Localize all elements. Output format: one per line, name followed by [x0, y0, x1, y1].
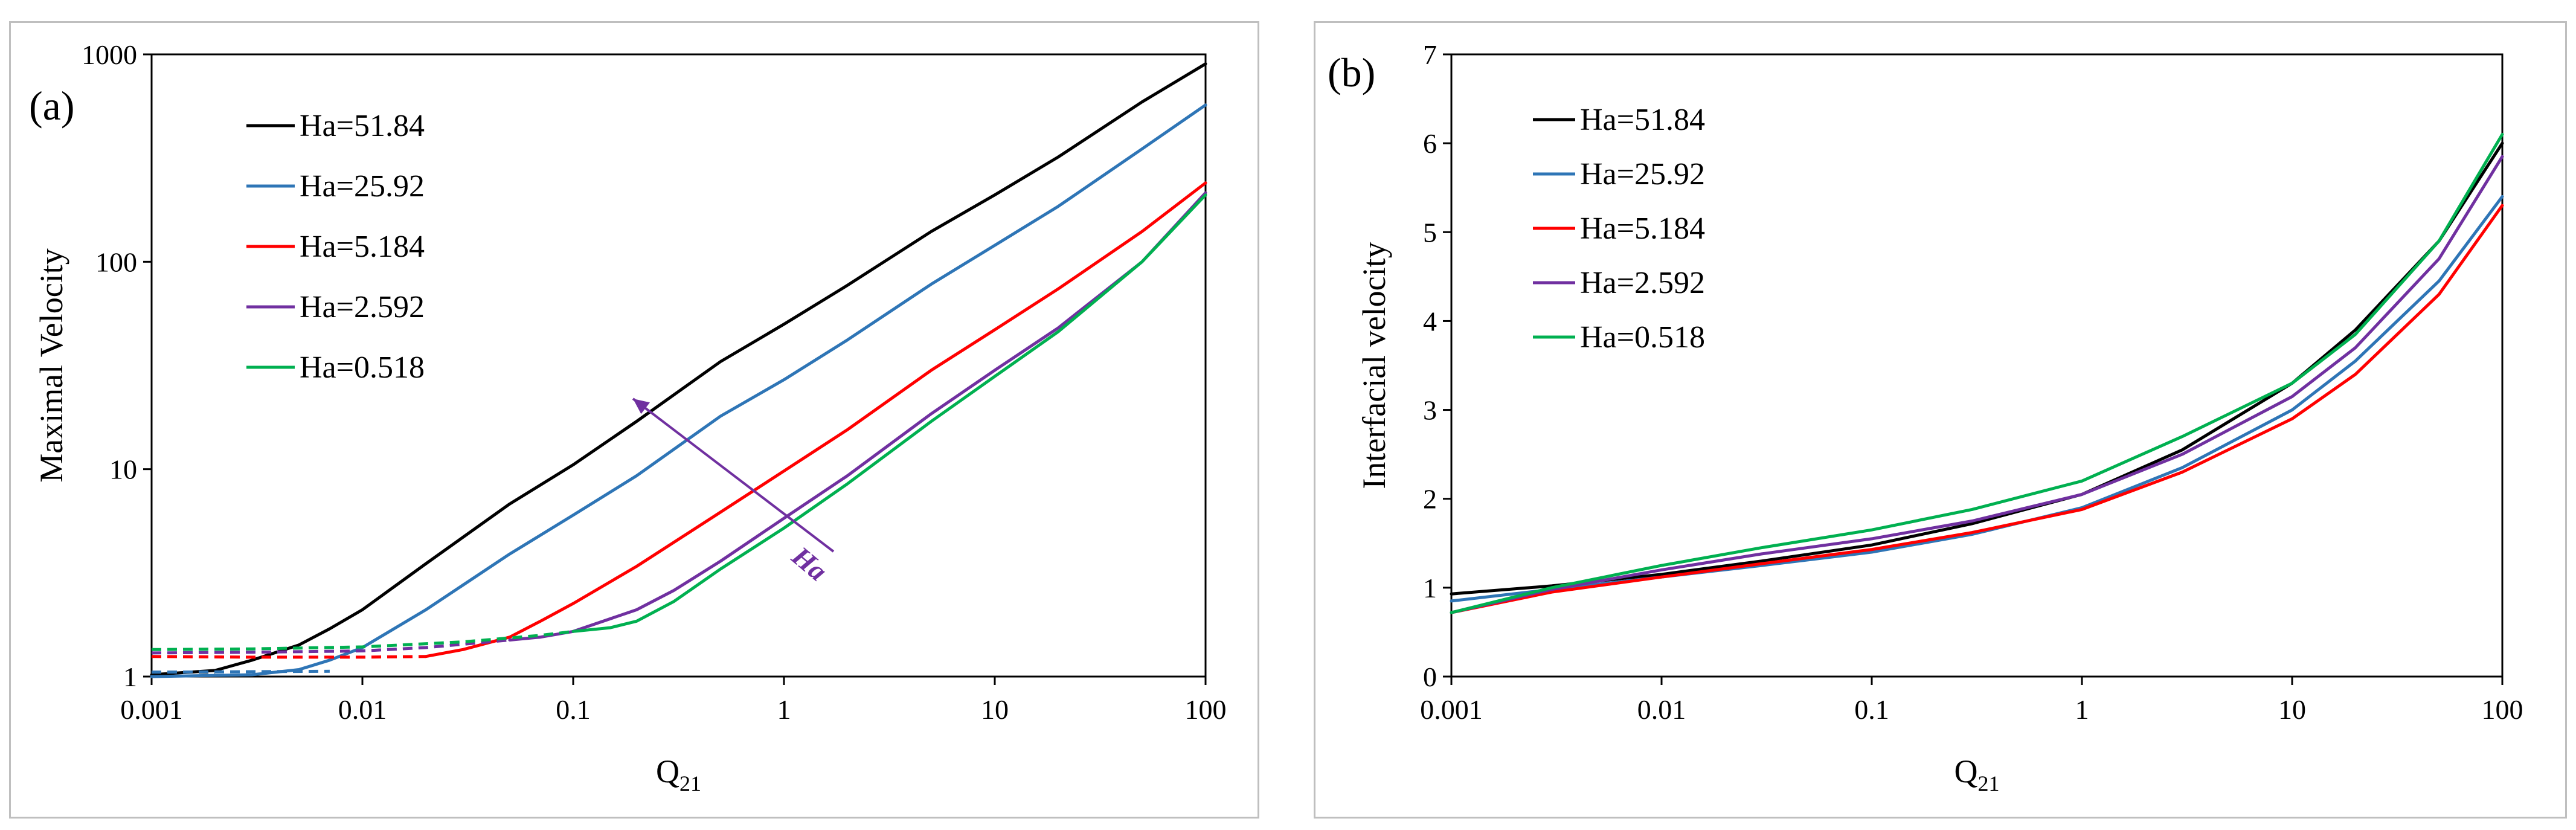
chart-b-x-tick-label: 0.001 — [1420, 694, 1483, 725]
chart-a-x-axis-title-subscript: 21 — [679, 771, 701, 796]
chart-a-series-line-1 — [150, 62, 1207, 677]
chart-a-series-dashed-4 — [151, 639, 510, 655]
chart-a-x-tick-label: 0.1 — [556, 694, 591, 725]
chart-b-y-tick-label: 7 — [1423, 39, 1437, 70]
chart-a-y-axis-title: Maximal Velocity — [33, 248, 69, 482]
chart-b-x-axis-title-main: Q — [1954, 753, 1978, 790]
chart-panel-b: 0.001 0.01 0.1 1 10 100 0 1 2 3 4 5 6 7 Q21 Interfacial… — [1314, 21, 2567, 819]
chart-b-y-tick-label: 2 — [1423, 484, 1437, 515]
chart-b-series-line-4 — [1450, 155, 2504, 614]
chart-a-series-dashed-5 — [151, 629, 574, 651]
chart-a-legend-label-1: Ha=51.84 — [300, 109, 425, 143]
chart-b-legend-label-2: Ha=25.92 — [1580, 157, 1705, 191]
chart-a-x-tick-label: 1 — [777, 694, 791, 725]
chart-b-y-tick-label: 6 — [1423, 128, 1437, 159]
chart-b-legend-label-3: Ha=5.184 — [1580, 211, 1705, 246]
chart-a-x-tick-label: 100 — [1185, 694, 1227, 725]
chart-b-y-tick-label: 5 — [1423, 217, 1437, 248]
chart-a-plot-frame — [150, 53, 1207, 678]
chart-b-plot-frame — [1450, 53, 2504, 678]
chart-a-annotation-arrow-head — [633, 399, 650, 414]
chart-b-panel-label: (b) — [1328, 50, 1375, 95]
chart-a-legend-label-4: Ha=2.592 — [300, 290, 425, 324]
chart-panel-a: 0.001 0.01 0.1 1 10 100 1 10 100 1000 Q21 Maximal V… — [9, 21, 1259, 819]
chart-b-svg: 0.001 0.01 0.1 1 10 100 0 1 2 3 4 5 6 7 Q21 Interfacial… — [1328, 39, 2523, 796]
chart-b-series-line-3 — [1450, 204, 2504, 614]
chart-a-x-axis-title-main: Q — [656, 753, 679, 790]
chart-b-x-tick-label: 10 — [2278, 694, 2306, 725]
chart-b-y-tick-label: 4 — [1423, 306, 1437, 336]
chart-b-y-tick-label: 3 — [1423, 395, 1437, 426]
chart-a-x-tick-label: 0.001 — [120, 694, 183, 725]
chart-a-legend-label-3: Ha=5.184 — [300, 230, 425, 264]
chart-a-y-tick-label: 100 — [95, 246, 137, 277]
chart-b-legend-label-5: Ha=0.518 — [1580, 320, 1705, 355]
chart-a-y-tick-label: 1 — [123, 661, 137, 692]
chart-a-series-line-2 — [150, 103, 1207, 678]
chart-a-y-tick-label: 1000 — [82, 39, 137, 70]
chart-b-x-tick-label: 0.01 — [1637, 694, 1686, 725]
chart-a-legend-label-2: Ha=25.92 — [300, 169, 425, 204]
chart-a-series-line-5 — [571, 193, 1207, 633]
chart-a-annotation-arrow-line — [632, 397, 835, 553]
chart-b-legend-label-1: Ha=51.84 — [1580, 103, 1705, 137]
chart-b-x-tick-label: 100 — [2482, 694, 2523, 725]
chart-a-y-tick-label: 10 — [109, 454, 137, 485]
chart-b-x-tick-label: 0.1 — [1854, 694, 1889, 725]
chart-b-legend-label-4: Ha=2.592 — [1580, 266, 1705, 300]
chart-b-y-tick-label: 0 — [1423, 661, 1437, 692]
chart-b-series-line-2 — [1450, 195, 2504, 603]
chart-a-legend-label-5: Ha=0.518 — [300, 350, 425, 385]
chart-b-x-axis-title-subscript: 21 — [1978, 771, 2000, 796]
chart-a-series-line-3 — [424, 181, 1207, 658]
chart-a-x-tick-label: 10 — [981, 694, 1009, 725]
chart-b-y-tick-label: 1 — [1423, 573, 1437, 603]
chart-b-x-axis-title: Q21 — [1954, 753, 2000, 796]
chart-b-y-axis-title: Interfacial velocity — [1356, 242, 1392, 489]
chart-b-x-tick-label: 1 — [2075, 694, 2089, 725]
chart-a-panel-label: (a) — [29, 83, 74, 129]
chart-a-x-axis-title: Q21 — [656, 753, 701, 796]
chart-b-series-line-5 — [1450, 132, 2504, 614]
chart-a-x-tick-label: 0.01 — [338, 694, 387, 725]
chart-a-series-dashed-2 — [151, 669, 330, 674]
chart-a-svg: 0.001 0.01 0.1 1 10 100 1 10 100 1000 Q21 Maximal V… — [29, 39, 1227, 796]
